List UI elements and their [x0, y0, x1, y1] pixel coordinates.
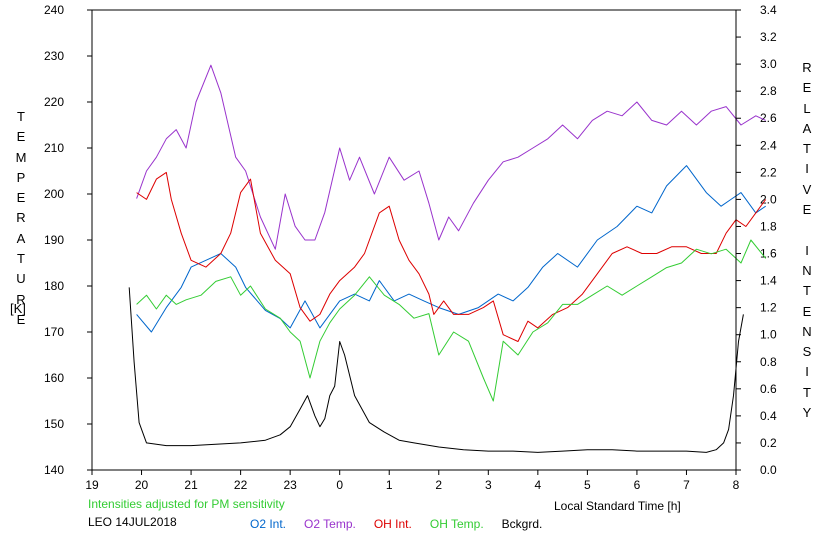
left-axis-title-letter: R — [16, 210, 26, 226]
y-right-tick-label: 1.8 — [760, 219, 777, 233]
plot-area — [128, 64, 767, 453]
left-axis-title-letter: A — [16, 230, 26, 246]
right-axis-title-letter: E — [802, 202, 812, 218]
y-right-tick-label: 3.0 — [760, 57, 777, 71]
x-tick-label: 3 — [485, 478, 492, 492]
right-axis-title-letter: E — [802, 303, 812, 319]
y-right-tick-label: 1.0 — [760, 328, 777, 342]
y-right-tick-label: 2.6 — [760, 111, 777, 125]
y-left-tick-label: 140 — [44, 463, 64, 477]
y-right-tick-label: 2.8 — [760, 84, 777, 98]
right-axis-title-letter: E — [802, 80, 812, 96]
left-axis-title-letter: T — [17, 251, 25, 267]
left-axis-title-letter: E — [16, 129, 26, 145]
legend-entry: Bckgrd. — [501, 517, 543, 531]
x-tick-label: 21 — [184, 478, 198, 492]
y-left-tick-label: 200 — [44, 187, 64, 201]
right-axis-title-letter: N — [802, 323, 812, 339]
y-right-tick-label: 3.4 — [760, 3, 777, 17]
right-axis-title-letter: I — [805, 364, 809, 380]
right-axis-title-letter — [800, 220, 814, 240]
series-oh-temp — [136, 239, 767, 402]
x-tick-label: 7 — [683, 478, 690, 492]
x-tick-label: 6 — [634, 478, 641, 492]
x-tick-label: 4 — [535, 478, 542, 492]
x-tick-label: 19 — [85, 478, 99, 492]
x-axis-label: Local Standard Time [h] — [554, 499, 681, 513]
series-o2-int — [136, 165, 766, 333]
x-tick-label: 0 — [336, 478, 343, 492]
y-right-tick-label: 0.8 — [760, 355, 777, 369]
y-left-tick-label: 180 — [44, 279, 64, 293]
right-axis-title-letter: T — [803, 384, 811, 400]
left-axis-title-letter: M — [15, 149, 27, 165]
y-left-tick-label: 170 — [44, 325, 64, 339]
x-tick-label: 22 — [234, 478, 248, 492]
legend-entry: O2 Temp. — [304, 517, 356, 531]
y-right-tick-label: 2.0 — [760, 192, 777, 206]
series-oh-int — [136, 171, 767, 342]
y-left-tick-label: 150 — [44, 417, 64, 431]
series-bckgrd — [128, 287, 744, 453]
sensitivity-note: Intensities adjusted for PM sensitivity — [88, 497, 285, 511]
left-axis-title-letter: P — [16, 169, 26, 185]
left-axis-title-letter: R — [16, 291, 26, 307]
right-axis-title-letter: T — [803, 141, 811, 157]
y-right-tick-label: 1.4 — [760, 274, 777, 288]
y-left-tick-label: 240 — [44, 3, 64, 17]
y-right-tick-label: 1.2 — [760, 301, 777, 315]
x-tick-label: 1 — [386, 478, 393, 492]
right-axis-title-letter: I — [805, 242, 809, 258]
y-right-tick-label: 0.4 — [760, 409, 777, 423]
y-right-tick-label: 3.2 — [760, 30, 777, 44]
y-right-tick-label: 1.6 — [760, 247, 777, 261]
legend: O2 Int. O2 Temp. OH Int. OH Temp. Bckgrd. — [250, 515, 542, 531]
right-axis-title-letter: L — [803, 100, 811, 116]
right-axis-title-letter: I — [805, 161, 809, 177]
legend-entry: O2 Int. — [250, 517, 287, 531]
left-axis-title-letter: T — [17, 109, 25, 124]
right-axis-title-letter: A — [802, 120, 812, 136]
right-axis-title-letter: R — [802, 60, 812, 75]
axis-ticks: 19 20 21 22 23 0 1 2 3 4 5 6 7 8140150160170180190200… — [44, 3, 777, 492]
left-axis-unit: [K] — [10, 301, 26, 316]
x-tick-label: 2 — [435, 478, 442, 492]
legend-entry: OH Temp. — [429, 517, 484, 531]
x-tick-label: 20 — [135, 478, 149, 492]
left-axis-title-letter: E — [16, 190, 26, 206]
series-o2-temp — [136, 64, 766, 250]
right-axis-title-letter: V — [802, 181, 812, 197]
y-right-tick-label: 2.4 — [760, 138, 777, 152]
right-axis-title-letter: Y — [802, 405, 812, 421]
x-tick-label: 8 — [733, 478, 740, 492]
y-left-tick-label: 230 — [44, 49, 64, 63]
x-tick-label: 23 — [283, 478, 297, 492]
left-axis-title-letter: E — [16, 311, 26, 327]
station-date: LEO 14JUL2018 — [88, 515, 177, 529]
right-axis-title-letter: N — [802, 262, 812, 278]
y-right-tick-label: 0.2 — [760, 436, 777, 450]
right-axis-title-letter: T — [803, 283, 811, 299]
y-left-tick-label: 220 — [44, 95, 64, 109]
y-right-tick-label: 0.0 — [760, 463, 777, 477]
plot-frame — [91, 9, 737, 471]
y-right-tick-label: 2.2 — [760, 165, 777, 179]
y-left-tick-label: 190 — [44, 233, 64, 247]
y-right-tick-label: 0.6 — [760, 382, 777, 396]
x-tick-label: 5 — [584, 478, 591, 492]
right-axis-title-letter: S — [802, 344, 812, 360]
legend-entry: OH Int. — [373, 517, 412, 531]
y-left-tick-label: 160 — [44, 371, 64, 385]
left-axis-title-letter: U — [16, 271, 26, 287]
y-left-tick-label: 210 — [44, 141, 64, 155]
